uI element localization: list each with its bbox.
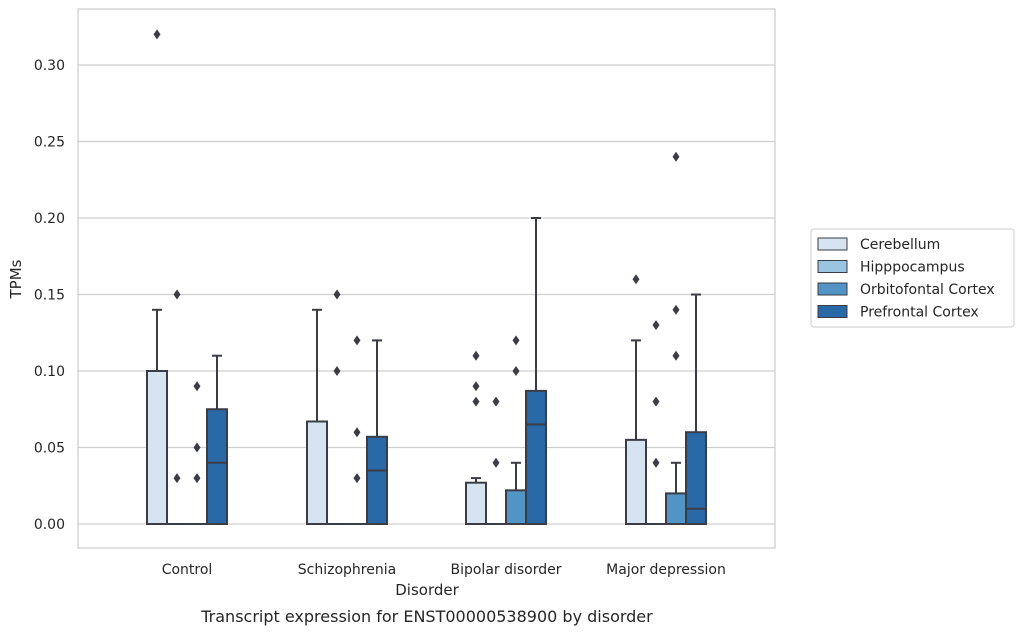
box-group — [685, 293, 707, 526]
box — [366, 435, 388, 526]
legend-label: Cerebellum — [860, 237, 940, 253]
legend-label: Orbitofontal Cortex — [860, 282, 995, 298]
box-group — [366, 339, 388, 526]
box — [685, 431, 707, 526]
box-group — [187, 381, 207, 525]
chart-caption: Transcript expression for ENST0000053890… — [200, 607, 653, 626]
y-axis-ticks: 0.00 0.05 0.10 0.15 0.20 0.25 0.30 — [34, 58, 65, 533]
box — [465, 481, 487, 526]
box — [206, 408, 228, 525]
outlier-point — [492, 457, 500, 468]
legend-label: Hipppocampus — [860, 260, 965, 276]
legend: Cerebellum Hipppocampus Orbitofontal Corte… — [810, 228, 1015, 328]
outlier-point — [333, 366, 341, 376]
box-group — [465, 350, 487, 526]
outlier-point — [492, 396, 500, 407]
outlier-point — [472, 381, 480, 392]
legend-swatch — [817, 260, 848, 273]
box — [306, 420, 328, 525]
box-group — [167, 289, 187, 525]
box-group — [625, 274, 647, 526]
box — [525, 389, 547, 526]
outlier-point — [353, 427, 361, 438]
outlier-point — [672, 350, 680, 361]
outlier-point — [652, 457, 660, 468]
box-group — [646, 320, 666, 525]
outlier-point — [193, 473, 201, 484]
boxplot-marks — [146, 29, 707, 526]
outlier-point — [193, 381, 201, 392]
x-tick-label: Control — [162, 562, 213, 578]
y-tick-label: 0.10 — [34, 364, 65, 380]
y-tick-label: 0.25 — [34, 135, 65, 151]
legend-swatch — [817, 237, 848, 251]
box — [146, 370, 168, 525]
box-group — [206, 354, 228, 525]
box — [505, 489, 527, 525]
outlier-point — [353, 335, 361, 346]
outlier-point — [173, 289, 181, 300]
y-axis-label: TPMs — [7, 259, 25, 299]
outlier-point — [672, 304, 680, 315]
box — [665, 492, 687, 525]
box-group — [525, 217, 547, 526]
box — [625, 438, 647, 526]
outlier-point — [173, 473, 181, 484]
legend-label: Prefrontal Cortex — [860, 305, 979, 321]
box-group — [665, 151, 687, 525]
legend-swatch — [817, 305, 848, 318]
outlier-point — [193, 442, 201, 453]
outlier-point — [512, 366, 520, 376]
legend-frame — [810, 228, 1015, 328]
y-tick-label: 0.20 — [34, 211, 65, 227]
x-tick-label: Bipolar disorder — [450, 562, 561, 578]
x-tick-label: Major depression — [606, 562, 726, 578]
outlier-point — [672, 151, 680, 162]
outlier-point — [512, 335, 520, 346]
outlier-point — [472, 350, 480, 361]
outlier-point — [632, 274, 640, 285]
box-group — [306, 308, 328, 525]
grid-lines — [78, 64, 775, 525]
y-tick-label: 0.00 — [34, 517, 65, 533]
box-group — [505, 335, 527, 525]
outlier-point — [153, 29, 161, 40]
outlier-point — [652, 320, 660, 331]
box-group — [146, 29, 168, 525]
outlier-point — [333, 289, 341, 300]
x-tick-label: Schizophrenia — [298, 562, 396, 578]
plot-area-frame — [77, 8, 776, 549]
box-group — [486, 396, 506, 525]
outlier-point — [652, 396, 660, 407]
x-axis-ticks: Control Schizophrenia Bipolar disorder Majo… — [162, 562, 726, 578]
x-axis-label: Disorder — [395, 581, 459, 599]
box-group — [347, 335, 367, 525]
y-tick-label: 0.15 — [34, 288, 65, 304]
box-group — [327, 289, 347, 525]
y-tick-label: 0.30 — [34, 58, 65, 74]
outlier-point — [353, 473, 361, 484]
y-tick-label: 0.05 — [34, 441, 65, 457]
legend-swatch — [817, 282, 848, 296]
outlier-point — [472, 396, 480, 407]
